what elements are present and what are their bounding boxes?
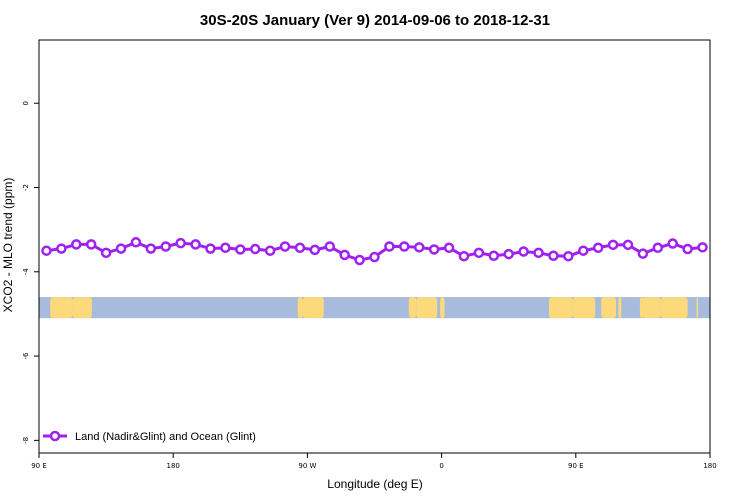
data-point: [235, 244, 246, 255]
land-patch: [440, 297, 445, 319]
y-tick-label: -2: [22, 184, 30, 191]
data-point: [354, 254, 365, 266]
data-point: [578, 245, 589, 256]
data-point: [622, 239, 634, 251]
data-point: [190, 239, 201, 250]
data-point: [428, 244, 440, 255]
data-point: [697, 242, 708, 253]
data-point: [369, 251, 380, 263]
data-point: [458, 250, 470, 262]
data-point: [205, 243, 216, 254]
data-point: [384, 241, 395, 252]
x-tick-label: 90 E: [31, 462, 47, 470]
data-point: [294, 242, 306, 254]
land-patch: [50, 297, 73, 319]
data-point: [71, 239, 82, 250]
series-layer: [41, 237, 708, 266]
data-point: [488, 250, 500, 262]
land-patch: [601, 297, 617, 319]
data-point: [115, 243, 127, 254]
data-point: [503, 248, 514, 260]
land-patch: [72, 297, 92, 319]
y-tick-label: -6: [22, 352, 30, 360]
data-point: [249, 243, 261, 255]
data-point: [279, 241, 291, 252]
y-tick-label: 0: [22, 101, 30, 105]
data-point: [607, 239, 619, 251]
data-point: [339, 249, 350, 261]
y-axis: 0 -2 -4 -6 -8: [22, 101, 39, 444]
y-tick-label: -8: [22, 437, 30, 444]
data-point: [264, 245, 276, 256]
data-point: [413, 242, 425, 253]
data-point: [41, 245, 52, 256]
data-point: [652, 242, 664, 254]
data-point: [637, 248, 649, 259]
data-point: [533, 247, 544, 259]
land-patch: [408, 297, 417, 319]
y-axis-label: XCO2 - MLO trend (ppm): [1, 178, 15, 313]
plot-frame: [38, 39, 711, 454]
data-point: [563, 250, 574, 262]
data-point: [175, 237, 186, 249]
x-tick-label: 180: [167, 462, 180, 470]
data-point: [548, 250, 559, 262]
data-point: [309, 244, 321, 256]
data-point: [85, 239, 97, 250]
legend-point-marker: [49, 430, 61, 442]
data-point: [160, 241, 171, 252]
y-tick-label: -4: [22, 268, 30, 276]
land-patch: [696, 297, 699, 319]
x-axis-label: Longitude (deg E): [327, 477, 422, 491]
data-point: [220, 242, 231, 254]
data-point: [145, 243, 157, 254]
x-tick-label: 0: [439, 462, 443, 470]
chart-title: 30S-20S January (Ver 9) 2014-09-06 to 20…: [200, 12, 550, 29]
land-patch: [618, 297, 622, 319]
legend: Land (Nadir&Glint) and Ocean (Glint): [43, 430, 256, 443]
data-point: [682, 243, 693, 255]
data-point: [518, 246, 529, 257]
land-patch: [660, 297, 688, 319]
land-patch: [642, 297, 661, 319]
data-point: [130, 237, 142, 248]
data-point: [100, 247, 112, 259]
data-point: [399, 241, 410, 252]
land-ocean-band: [39, 297, 710, 319]
data-point: [473, 247, 485, 259]
data-point: [324, 241, 336, 252]
land-patch: [572, 297, 596, 319]
x-tick-label: 180: [703, 462, 716, 470]
data-point: [56, 243, 67, 254]
land-patch: [297, 297, 303, 319]
ocean-band: [39, 297, 710, 319]
legend-entry-label: Land (Nadir&Glint) and Ocean (Glint): [75, 431, 256, 443]
data-point: [443, 242, 455, 254]
x-axis: 90 E 180 90 W 0 90 E 180: [31, 453, 717, 470]
data-point: [667, 238, 678, 249]
land-patch: [548, 297, 573, 319]
x-tick-label: 90 E: [568, 462, 584, 470]
land-patch: [302, 297, 324, 319]
data-point: [592, 242, 604, 254]
x-tick-label: 90 W: [298, 462, 316, 470]
land-patch: [416, 297, 438, 319]
